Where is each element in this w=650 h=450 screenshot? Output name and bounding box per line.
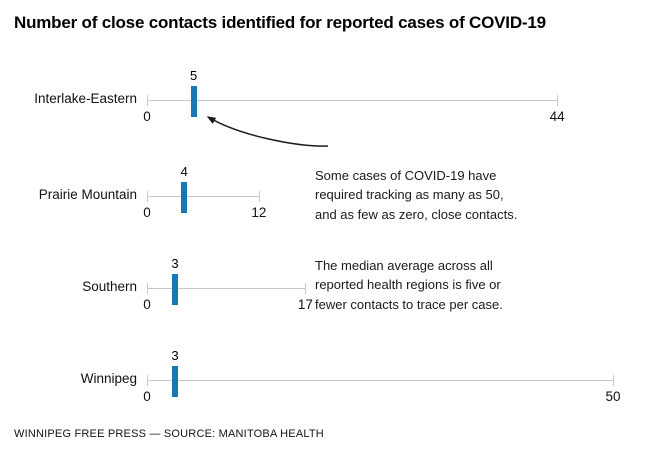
range-cap-end bbox=[557, 95, 559, 106]
arrow-curve bbox=[206, 116, 329, 147]
range-line bbox=[147, 100, 558, 101]
axis-min-label: 0 bbox=[143, 297, 151, 312]
median-value-label: 3 bbox=[171, 348, 179, 363]
axis-min-label: 0 bbox=[143, 205, 151, 220]
range-line bbox=[147, 196, 259, 197]
range-cap-end bbox=[258, 191, 260, 202]
range-line bbox=[147, 288, 306, 289]
axis-min-label: 0 bbox=[143, 109, 151, 124]
chart-title: Number of close contacts identified for … bbox=[14, 13, 546, 32]
median-value-label: 5 bbox=[189, 68, 198, 83]
axis-max-label: 44 bbox=[549, 109, 565, 124]
median-value-label: 3 bbox=[171, 256, 179, 271]
range-line bbox=[147, 380, 613, 381]
range-cap-end bbox=[305, 283, 307, 294]
median-tick bbox=[171, 366, 178, 397]
median-tick bbox=[181, 182, 188, 213]
range-cap-start bbox=[147, 375, 148, 386]
annotation-paragraph-1: Some cases of COVID-19 have required tra… bbox=[315, 167, 518, 222]
range-cap-end bbox=[613, 375, 614, 386]
median-value-label: 4 bbox=[180, 164, 188, 179]
axis-max-label: 50 bbox=[605, 389, 621, 404]
median-tick bbox=[171, 274, 178, 305]
annotation-block: Some cases of COVID-19 have required tra… bbox=[315, 146, 555, 334]
region-label: Southern bbox=[82, 279, 137, 294]
source-credit: WINNIPEG FREE PRESS — SOURCE: MANITOBA H… bbox=[14, 428, 324, 440]
annotation-paragraph-2: The median average across all reported h… bbox=[315, 257, 503, 312]
region-label: Interlake-Eastern bbox=[34, 91, 137, 106]
range-cap-start bbox=[147, 191, 148, 202]
axis-max-label: 12 bbox=[251, 205, 267, 220]
range-cap-start bbox=[147, 283, 148, 294]
region-label: Prairie Mountain bbox=[38, 187, 137, 202]
range-cap-start bbox=[147, 95, 148, 106]
axis-min-label: 0 bbox=[143, 389, 151, 404]
axis-max-label: 17 bbox=[297, 297, 313, 312]
median-tick bbox=[190, 86, 197, 117]
region-label: Winnipeg bbox=[80, 371, 137, 386]
